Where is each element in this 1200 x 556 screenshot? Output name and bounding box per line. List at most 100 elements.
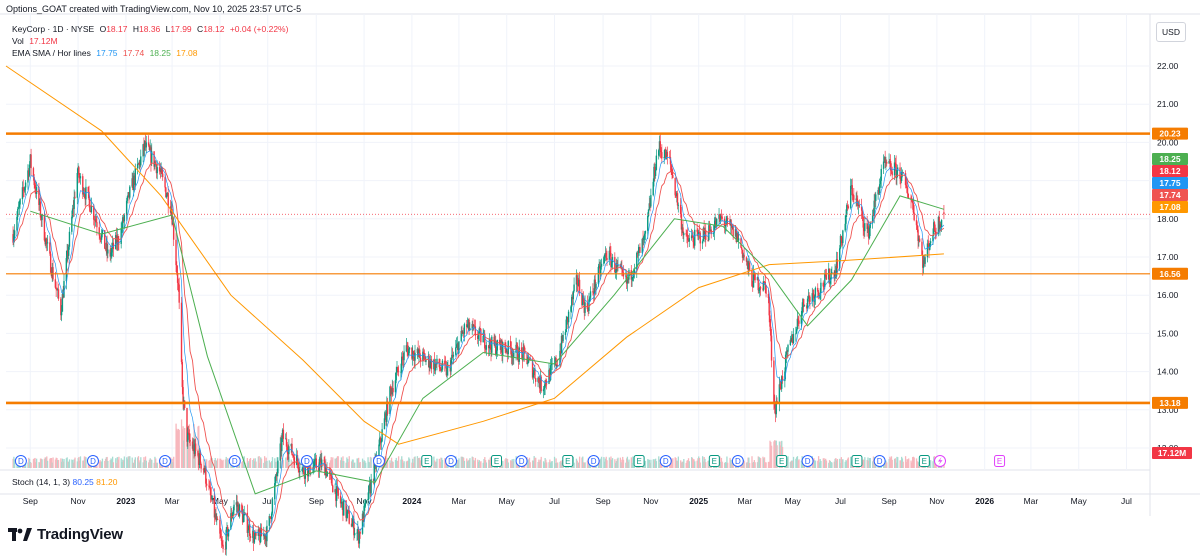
earnings-marker[interactable] — [708, 455, 720, 467]
candle-body — [158, 167, 161, 172]
candle-body — [627, 278, 629, 280]
volume-bar — [129, 456, 131, 468]
dividend-marker[interactable] — [873, 455, 886, 467]
dividend-marker[interactable] — [731, 455, 744, 467]
candle-body — [159, 171, 162, 173]
candle-body — [630, 270, 632, 280]
volume-bar — [756, 462, 759, 468]
stoch-label[interactable]: Stoch (14, 1, 3) — [12, 477, 71, 487]
earnings-marker-label: E — [922, 457, 927, 466]
price-tag-label: 18.12 — [1159, 166, 1181, 176]
volume-bar — [225, 456, 227, 468]
candle-body — [506, 351, 509, 355]
candle-body — [578, 279, 580, 286]
candle-body — [216, 518, 219, 520]
candle-body — [358, 531, 361, 544]
footer-brand[interactable]: TradingView — [8, 526, 123, 543]
candle-body — [485, 345, 488, 350]
candle-body — [137, 163, 140, 165]
x-tick-label: Nov — [643, 496, 659, 506]
dividend-marker[interactable] — [300, 455, 313, 467]
dividend-marker[interactable] — [801, 455, 814, 467]
candle-body — [746, 261, 748, 263]
candle-body — [516, 346, 519, 360]
candle-body — [619, 264, 622, 268]
volume-bar — [835, 458, 837, 468]
sma-orange-line — [5, 65, 944, 445]
volume-bar — [604, 458, 607, 468]
candle-body — [743, 254, 745, 258]
volume-bar — [896, 456, 898, 468]
candle-body — [659, 141, 661, 151]
volume-bar — [221, 461, 223, 468]
volume-label[interactable]: Vol — [12, 36, 24, 46]
candle-body — [621, 268, 624, 273]
candle-body — [143, 140, 146, 151]
volume-bar — [183, 440, 185, 468]
ma-label[interactable]: EMA SMA / Hor lines — [12, 48, 91, 58]
candle-body — [740, 238, 742, 248]
volume-bar — [658, 456, 660, 468]
candle-body — [498, 339, 501, 345]
candle-body — [904, 173, 907, 185]
candle-body — [741, 247, 743, 250]
volume-bar — [197, 426, 199, 468]
earnings-marker[interactable] — [776, 455, 788, 467]
volume-bar — [462, 456, 464, 468]
candle-body — [791, 334, 794, 344]
volume-bar — [56, 458, 58, 468]
candle-body — [363, 505, 365, 522]
volume-bar — [219, 458, 221, 468]
earnings-marker[interactable] — [851, 455, 863, 467]
earnings-marker[interactable] — [994, 455, 1006, 467]
candle-body — [846, 205, 848, 215]
candle-body — [306, 467, 309, 477]
volume-bar — [630, 457, 632, 468]
volume-bar — [104, 458, 107, 468]
x-tick-label: 2026 — [975, 496, 994, 506]
candle-body — [759, 287, 762, 289]
candle-body — [597, 266, 600, 284]
candle-body — [542, 389, 545, 392]
dividend-marker[interactable] — [587, 455, 600, 467]
candle-body — [396, 367, 398, 373]
dividend-marker[interactable] — [372, 455, 385, 467]
candle-body — [386, 401, 389, 414]
candle-body — [851, 185, 853, 196]
candle-body — [803, 305, 806, 307]
candle-body — [417, 348, 419, 356]
volume-bar — [214, 458, 216, 468]
volume-bar — [367, 457, 369, 468]
currency-button[interactable]: USD — [1156, 22, 1186, 42]
candle-body — [277, 460, 279, 474]
earnings-marker[interactable] — [918, 455, 930, 467]
dividend-marker[interactable] — [659, 455, 672, 467]
earnings-marker[interactable] — [421, 455, 433, 467]
candle-body — [188, 433, 191, 440]
candle-body — [345, 500, 347, 518]
volume-bar — [213, 460, 216, 468]
dividend-marker[interactable] — [86, 455, 99, 467]
dividend-marker[interactable] — [445, 455, 458, 467]
candle-body — [466, 324, 468, 328]
candle-body — [380, 441, 383, 443]
volume-bar — [440, 457, 442, 468]
dividend-marker[interactable] — [14, 455, 27, 467]
candle-body — [383, 418, 386, 430]
symbol-title[interactable]: KeyCorp · 1D · NYSE — [12, 24, 95, 34]
candle-body — [34, 185, 36, 189]
earnings-marker[interactable] — [491, 455, 503, 467]
earnings-marker[interactable] — [562, 455, 574, 467]
volume-bar — [572, 456, 574, 468]
candle-body — [679, 204, 682, 215]
volume-bar — [216, 458, 219, 468]
dividend-marker[interactable] — [228, 455, 241, 467]
candle-body — [84, 194, 86, 200]
dividend-marker-label: D — [90, 457, 96, 466]
dividend-marker[interactable] — [159, 455, 172, 467]
volume-bar — [537, 461, 539, 468]
candle-body — [111, 248, 113, 253]
earnings-marker[interactable] — [633, 455, 645, 467]
dividend-marker[interactable] — [515, 455, 528, 467]
